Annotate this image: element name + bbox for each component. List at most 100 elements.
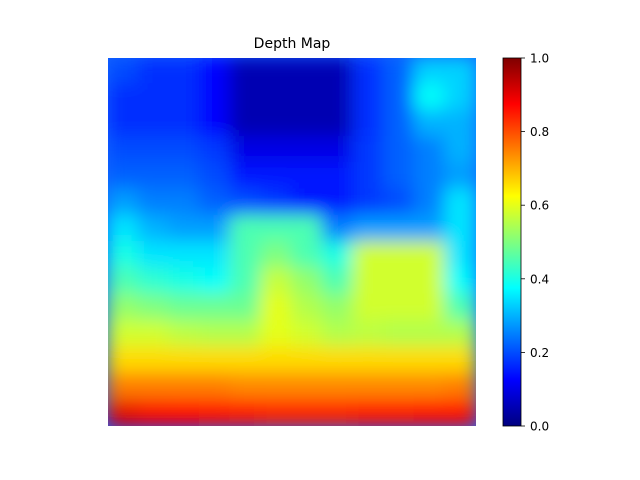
heatmap-cell (383, 241, 416, 270)
colorbar-tick-label: 1.0 (530, 52, 549, 66)
heatmap-cell (260, 109, 293, 138)
heatmap-cell (444, 372, 476, 401)
heatmap-cell (383, 135, 416, 165)
heatmap-cell (444, 58, 476, 86)
heatmap-cell (291, 293, 324, 322)
heatmap-cell (291, 135, 324, 165)
colorbar-tick-label: 0.8 (530, 125, 549, 139)
colorbar-tick-label: 0.0 (530, 420, 549, 434)
heatmap-cell (444, 267, 476, 296)
colorbar-tick-label: 0.4 (530, 272, 549, 286)
heatmap-cell (229, 162, 263, 191)
heatmap-cell (383, 188, 416, 217)
heatmap-cell (199, 135, 232, 165)
heatmap-cell (137, 162, 171, 191)
heatmap-cell (413, 188, 447, 217)
heatmap-cell (352, 188, 385, 217)
colorbar-bar (502, 57, 522, 427)
heatmap-cell (108, 188, 140, 217)
heatmap-cell (168, 346, 201, 375)
heatmap-cell (352, 267, 385, 296)
heatmap-cell (352, 162, 385, 191)
heatmap-cell (444, 214, 476, 243)
heatmap-cell (321, 293, 355, 322)
heatmap-cell (291, 241, 324, 270)
heatmap-cell (321, 109, 355, 138)
heatmap-cell (352, 398, 385, 426)
heatmap-cell (168, 372, 201, 401)
heatmap-cell (444, 241, 476, 270)
heatmap-cell (108, 109, 140, 138)
heatmap-cell (168, 135, 201, 165)
heatmap-cell (199, 293, 232, 322)
heatmap-cell (229, 372, 263, 401)
heatmap-cell (321, 319, 355, 349)
heatmap-cell (168, 162, 201, 191)
heatmap-cell (199, 58, 232, 86)
heatmap-cell (260, 346, 293, 375)
heatmap-cell (260, 319, 293, 349)
heatmap-cell (260, 83, 293, 112)
heatmap-cell (383, 58, 416, 86)
heatmap-cell (321, 346, 355, 375)
heatmap-cell (383, 398, 416, 426)
heatmap-cell (444, 319, 476, 349)
heatmap-cell (444, 83, 476, 112)
heatmap-cell (260, 372, 293, 401)
heatmap-cell (108, 267, 140, 296)
heatmap-cell (199, 241, 232, 270)
heatmap-cell (260, 398, 293, 426)
heatmap-cell (352, 135, 385, 165)
heatmap-cell (383, 267, 416, 296)
heatmap-cell (352, 241, 385, 270)
heatmap-cell (413, 293, 447, 322)
heatmap-cell (383, 293, 416, 322)
heatmap-cell (108, 293, 140, 322)
heatmap-cell (413, 58, 447, 86)
heatmap-cell (352, 346, 385, 375)
heatmap-cell (444, 293, 476, 322)
heatmap-cell (168, 58, 201, 86)
colorbar-tick-label: 0.2 (530, 346, 549, 360)
heatmap-cell (137, 188, 171, 217)
heatmap-cell (444, 188, 476, 217)
heatmap-cell (413, 109, 447, 138)
heatmap-cell (413, 241, 447, 270)
heatmap-cell (137, 241, 171, 270)
heatmap-cell (291, 58, 324, 86)
heatmap-cell (168, 267, 201, 296)
heatmap-cell (383, 372, 416, 401)
heatmap-cell (229, 83, 263, 112)
heatmap-cell (168, 109, 201, 138)
heatmap-cell (168, 83, 201, 112)
heatmap-cell (291, 398, 324, 426)
colorbar-ticks: 0.0 0.2 0.4 0.6 0.8 1.0 (521, 52, 549, 434)
heatmap-cell (352, 319, 385, 349)
heatmap-cell (413, 83, 447, 112)
heatmap-cell (229, 398, 263, 426)
heatmap-cell (444, 162, 476, 191)
heatmap-cell (229, 319, 263, 349)
heatmap-cell (413, 398, 447, 426)
heatmap-cell (321, 162, 355, 191)
heatmap-cell (137, 83, 171, 112)
heatmap-cell (229, 188, 263, 217)
heatmap-cell (199, 162, 232, 191)
heatmap-cell (291, 267, 324, 296)
heatmap-cell (413, 135, 447, 165)
heatmap-cell (229, 346, 263, 375)
heatmap-cell (383, 346, 416, 375)
heatmap-cell (229, 267, 263, 296)
heatmap-cell (168, 319, 201, 349)
heatmap-cell (168, 188, 201, 217)
heatmap-cell (137, 267, 171, 296)
heatmap-cell (260, 267, 293, 296)
heatmap-cell (291, 162, 324, 191)
heatmap-cell (260, 293, 293, 322)
heatmap-cell (352, 214, 385, 243)
heatmap-cell (108, 58, 140, 86)
heatmap-cell (108, 83, 140, 112)
heatmap-cell (352, 109, 385, 138)
heatmap-cell (137, 293, 171, 322)
